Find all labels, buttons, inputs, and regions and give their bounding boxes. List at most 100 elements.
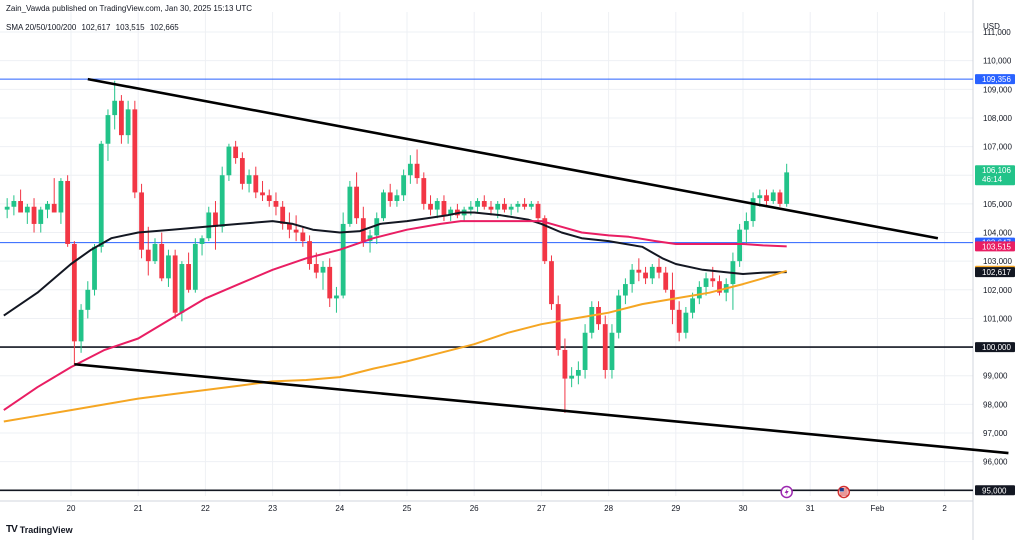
candle-body xyxy=(777,192,783,204)
candle-body xyxy=(381,192,386,219)
x-tick-label: 29 xyxy=(671,504,680,513)
trendline xyxy=(74,362,1009,455)
candle-body xyxy=(145,249,151,262)
candle-body xyxy=(636,269,642,273)
price-tag xyxy=(975,74,1015,85)
candle-body xyxy=(300,232,306,242)
y-tick-label: 107,000 xyxy=(983,143,1012,152)
candle-body xyxy=(488,206,494,210)
candle-body xyxy=(273,201,279,207)
candle-body xyxy=(166,255,171,279)
x-tick-label: 27 xyxy=(537,504,546,513)
sma-legend[interactable]: SMA 20/50/100/200 102,617 103,515 102,66… xyxy=(6,23,182,32)
sma-100-value: 102,665 xyxy=(149,23,179,32)
price-tag xyxy=(975,267,1015,278)
candle-body xyxy=(770,192,776,202)
candle-body xyxy=(206,212,212,239)
sma-line-sma-100 xyxy=(3,269,788,423)
candle-body xyxy=(334,295,339,299)
price-tag-label: 109,356 xyxy=(982,75,1011,84)
candle-body xyxy=(468,206,474,210)
x-tick-label: Feb xyxy=(871,504,885,513)
x-tick-label: 20 xyxy=(67,504,76,513)
candle-body xyxy=(542,218,548,262)
candle-body xyxy=(575,369,581,376)
y-tick-label: 96,000 xyxy=(983,458,1008,467)
price-tag-label: 100,000 xyxy=(982,343,1011,352)
candle-body xyxy=(287,223,292,230)
candle-body xyxy=(764,195,769,202)
candle-body xyxy=(743,221,749,230)
x-tick-label: 24 xyxy=(335,504,344,513)
x-tick-label: 31 xyxy=(806,504,815,513)
candle-body xyxy=(502,203,507,210)
candle-body xyxy=(643,272,648,279)
candle-body xyxy=(98,143,104,247)
candle-body xyxy=(515,203,521,207)
candle-body xyxy=(192,243,198,290)
y-tick-label: 98,000 xyxy=(983,400,1008,409)
candle-body xyxy=(125,109,131,136)
price-tag-label: 103,515 xyxy=(982,242,1011,251)
candle-body xyxy=(629,269,635,285)
candle-body xyxy=(421,178,427,204)
candle-body xyxy=(132,109,138,193)
candle-body xyxy=(367,235,373,242)
candle-body xyxy=(582,332,588,370)
candle-body xyxy=(4,206,10,210)
candle-body xyxy=(508,206,514,210)
candle-body xyxy=(703,278,709,287)
candle-body xyxy=(172,255,178,313)
candle-body xyxy=(51,203,57,213)
candle-body xyxy=(179,264,185,313)
x-tick-label: 21 xyxy=(134,504,143,513)
y-tick-label: 101,000 xyxy=(983,314,1012,323)
candle-body xyxy=(448,209,454,216)
candle-body xyxy=(495,203,501,210)
candle-body xyxy=(226,146,232,176)
candle-body xyxy=(58,180,64,213)
candle-body xyxy=(414,163,420,179)
candle-body xyxy=(737,229,743,262)
candle-body xyxy=(475,201,480,207)
candle-body xyxy=(199,238,205,244)
candle-body xyxy=(569,375,575,379)
candle-body xyxy=(307,241,312,265)
candle-body xyxy=(696,286,702,299)
trendline xyxy=(87,77,939,240)
candle-body xyxy=(246,175,252,184)
candle-body xyxy=(428,203,433,210)
candle-body xyxy=(280,206,286,224)
candle-body xyxy=(24,206,30,213)
candle-body xyxy=(105,115,111,144)
candle-body xyxy=(441,201,447,216)
candle-body xyxy=(676,309,682,333)
candle-body xyxy=(38,209,44,224)
candle-body xyxy=(549,261,554,305)
x-tick-label: 30 xyxy=(739,504,748,513)
price-tag xyxy=(975,485,1015,496)
price-tag-label: 95,000 xyxy=(982,486,1007,495)
y-tick-label: 108,000 xyxy=(983,114,1012,123)
x-tick-label: 26 xyxy=(470,504,479,513)
candle-body xyxy=(327,266,333,299)
candle-body xyxy=(320,266,326,273)
candle-body xyxy=(656,266,662,273)
candle-body xyxy=(717,281,722,293)
candle-body xyxy=(481,201,487,207)
candle-body xyxy=(159,243,165,279)
candle-body xyxy=(313,264,319,273)
tradingview-logo[interactable]: TV TradingView xyxy=(6,524,73,535)
candle-body xyxy=(757,195,763,199)
candle-body xyxy=(112,100,118,116)
x-tick-label: 28 xyxy=(604,504,613,513)
price-tag xyxy=(975,342,1015,353)
candle-body xyxy=(616,295,622,333)
candle-body xyxy=(213,212,218,227)
x-tick-label: 23 xyxy=(268,504,277,513)
x-tick-label: 25 xyxy=(403,504,412,513)
candle-body xyxy=(253,175,259,193)
candle-body xyxy=(602,324,608,370)
y-tick-label: 105,000 xyxy=(983,200,1012,209)
